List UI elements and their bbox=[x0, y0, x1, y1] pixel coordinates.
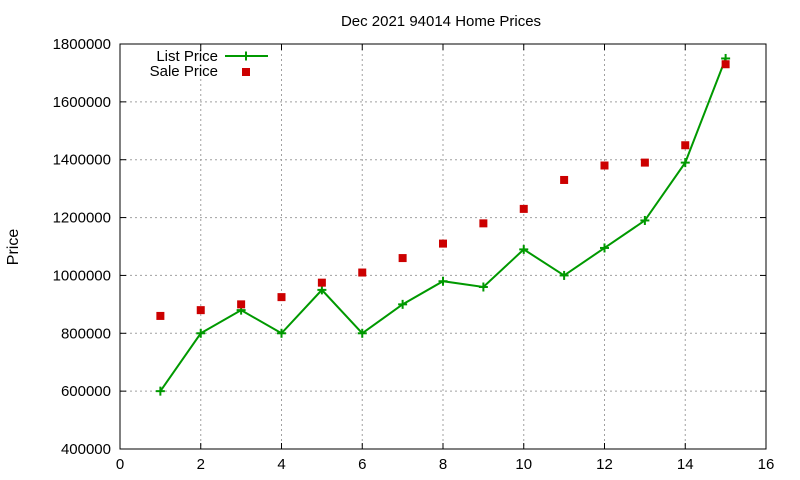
sale-price-point bbox=[277, 293, 286, 302]
list-price-point bbox=[519, 244, 529, 254]
x-tick-label: 16 bbox=[758, 456, 775, 473]
x-tick-label: 14 bbox=[677, 456, 694, 473]
list-price-point bbox=[640, 215, 650, 225]
sale-price-point bbox=[358, 268, 367, 277]
list-price-point bbox=[357, 328, 367, 338]
legend-marker-square bbox=[242, 68, 250, 76]
list-price-point bbox=[155, 386, 165, 396]
y-axis-label: Price bbox=[5, 229, 22, 266]
sale-price-point bbox=[196, 306, 205, 315]
y-axis-tick-labels: 400000 600000 800000 1000000 1200000 1400000 1… bbox=[53, 36, 111, 458]
sale-price-point bbox=[681, 141, 690, 150]
list-price-point bbox=[559, 270, 569, 280]
y-tick-label: 1600000 bbox=[53, 94, 111, 111]
sale-price-point bbox=[237, 300, 246, 309]
x-tick-label: 6 bbox=[358, 456, 366, 473]
sale-price-point bbox=[519, 204, 528, 213]
chart-title: Dec 2021 94014 Home Prices bbox=[341, 13, 541, 30]
y-tick-label: 800000 bbox=[61, 325, 111, 342]
series-0 bbox=[155, 53, 731, 396]
list-price-point bbox=[438, 276, 448, 286]
x-axis-tick-labels: 0 2 4 6 8 10 12 14 16 bbox=[116, 456, 775, 473]
x-tick-label: 0 bbox=[116, 456, 124, 473]
legend: List Price Sale Price bbox=[150, 48, 268, 80]
y-tick-label: 1800000 bbox=[53, 36, 111, 53]
sale-price-point bbox=[479, 219, 488, 228]
sale-price-point bbox=[600, 161, 609, 170]
sale-price-point bbox=[156, 311, 165, 320]
sale-price-point bbox=[721, 60, 730, 69]
x-tick-label: 12 bbox=[596, 456, 613, 473]
list-price-point bbox=[196, 328, 206, 338]
list-price-point bbox=[398, 299, 408, 309]
legend-marker-plus bbox=[241, 51, 251, 61]
x-tick-label: 10 bbox=[515, 456, 532, 473]
y-tick-label: 400000 bbox=[61, 441, 111, 458]
legend-sample-list-price bbox=[225, 51, 268, 61]
legend-entry-sale-price: Sale Price bbox=[150, 63, 218, 80]
sale-price-point bbox=[439, 239, 447, 248]
series bbox=[155, 53, 731, 396]
axis-ticks bbox=[119, 43, 767, 450]
y-tick-label: 1400000 bbox=[53, 152, 111, 169]
list-price-point bbox=[478, 282, 488, 292]
y-tick-label: 1200000 bbox=[53, 210, 111, 227]
legend-entry-list-price: List Price bbox=[156, 48, 218, 65]
x-tick-label: 8 bbox=[439, 456, 447, 473]
sale-price-point bbox=[560, 175, 569, 184]
y-tick-label: 1000000 bbox=[53, 267, 111, 284]
sale-price-point bbox=[640, 158, 649, 167]
sale-price-point bbox=[317, 278, 326, 287]
list-price-point bbox=[277, 328, 286, 338]
list-price-point bbox=[317, 285, 327, 295]
list-price-point bbox=[680, 158, 690, 168]
y-tick-label: 600000 bbox=[61, 383, 111, 400]
list-price-point bbox=[600, 243, 609, 253]
legend-sample-sale-price bbox=[242, 68, 250, 76]
sale-price-point bbox=[398, 254, 407, 263]
series-1 bbox=[156, 60, 730, 320]
x-tick-label: 4 bbox=[277, 456, 285, 473]
x-tick-label: 2 bbox=[197, 456, 205, 473]
